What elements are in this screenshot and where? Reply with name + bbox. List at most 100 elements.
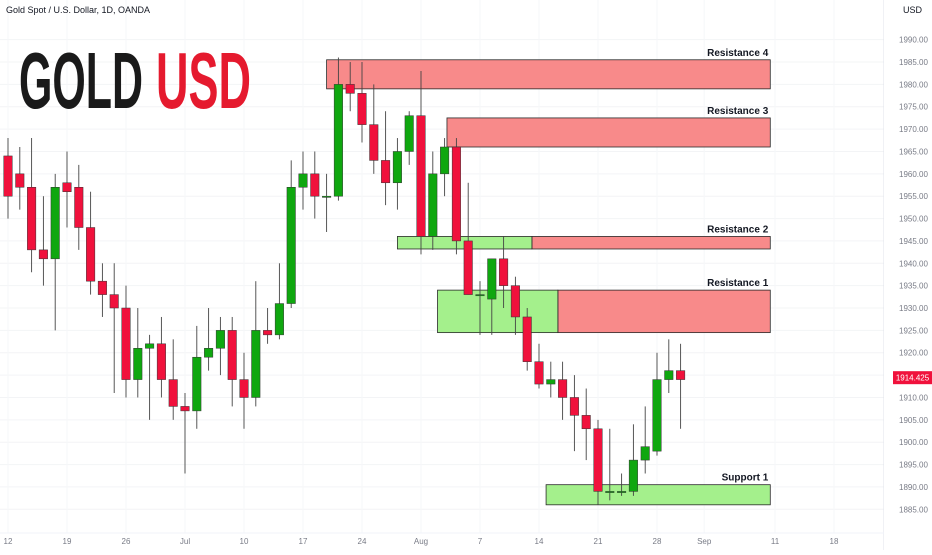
y-tick-label: 1905.00 — [899, 416, 928, 425]
candle — [534, 343, 544, 389]
candle-body — [310, 173, 320, 197]
y-tick-label: 1890.00 — [899, 483, 928, 492]
zone-label: Support 1 — [722, 473, 769, 484]
candle — [440, 138, 450, 197]
candle — [38, 196, 48, 286]
candle — [180, 393, 190, 474]
candle-body — [97, 280, 107, 295]
resistance-zone — [531, 236, 771, 250]
brand-gold-text: GOLD — [19, 36, 143, 125]
candle-body — [274, 303, 284, 336]
zone-label-layer: Resistance 4 Resistance 3 Resistance 2 Resi… — [707, 48, 769, 484]
candle — [345, 62, 355, 112]
candle — [605, 428, 615, 501]
zone-label: Resistance 2 — [707, 224, 769, 235]
candle — [97, 263, 107, 317]
candle-body — [534, 361, 544, 385]
candle — [451, 138, 461, 255]
x-tick-label: Sep — [697, 537, 712, 546]
x-tick-label: 12 — [4, 537, 13, 546]
candle — [86, 191, 96, 295]
candle — [251, 281, 261, 407]
candle — [322, 173, 332, 232]
candle-body — [593, 428, 603, 492]
candle — [357, 62, 367, 143]
candle-body — [345, 84, 355, 94]
x-tick-label: 17 — [299, 537, 308, 546]
zone-label: Resistance 4 — [707, 48, 769, 59]
x-tick-label: Aug — [414, 537, 428, 546]
candle — [546, 361, 556, 398]
support-zone — [437, 289, 559, 334]
candle — [274, 263, 284, 340]
candle-body — [451, 146, 461, 242]
candle — [664, 339, 674, 393]
candle — [569, 375, 579, 452]
y-tick-label: 1925.00 — [899, 326, 928, 335]
candle-body — [404, 115, 414, 152]
currency-label: USD — [903, 5, 923, 15]
y-axis-ticks: 1885.00 1890.00 1895.00 1900.00 1905.00 1910.… — [899, 36, 928, 515]
last-price-label: 1914.425 — [896, 374, 930, 383]
candle-body — [62, 182, 72, 192]
candle — [652, 352, 662, 456]
candle-body — [121, 307, 131, 380]
candle — [133, 308, 143, 398]
resistance-zone — [446, 117, 771, 148]
candle-body — [546, 379, 556, 385]
zone-label: Resistance 1 — [707, 278, 769, 289]
candle-body — [227, 330, 237, 380]
candle-body — [204, 348, 214, 358]
x-tick-label: 24 — [358, 537, 367, 546]
y-tick-label: 1965.00 — [899, 147, 928, 156]
candle — [369, 84, 379, 174]
candle — [239, 352, 249, 429]
price-axis[interactable] — [884, 0, 932, 550]
candle-body — [558, 379, 568, 398]
candle-body — [86, 227, 96, 282]
candle — [74, 164, 84, 250]
resistance-zone — [326, 59, 771, 90]
support-zone — [545, 484, 771, 506]
candle — [3, 138, 13, 219]
x-tick-label: Jul — [180, 537, 190, 546]
x-tick-label: 7 — [478, 537, 483, 546]
zone-label: Resistance 3 — [707, 106, 769, 117]
candle — [617, 473, 627, 496]
candle-body — [605, 491, 615, 493]
x-axis-ticks[interactable]: 12 19 26 Jul 10 17 24 Aug 7 14 21 28 Sep 11 18 — [4, 537, 839, 546]
x-tick-label: 28 — [653, 537, 662, 546]
candle — [463, 182, 473, 295]
candle-body — [3, 155, 13, 197]
candle — [522, 308, 532, 371]
resistance-zone — [557, 289, 771, 334]
candle — [628, 424, 638, 496]
candle — [227, 316, 237, 407]
y-tick-label: 1940.00 — [899, 259, 928, 268]
y-tick-label: 1900.00 — [899, 438, 928, 447]
y-tick-label: 1930.00 — [899, 304, 928, 313]
candle — [156, 316, 166, 398]
x-tick-label: 10 — [240, 537, 249, 546]
x-tick-label: 21 — [594, 537, 603, 546]
candle-body — [510, 285, 520, 318]
candle-body — [487, 258, 497, 300]
y-tick-label: 1990.00 — [899, 36, 928, 45]
zone-layer — [326, 59, 771, 506]
candle-body — [192, 356, 202, 412]
candle-body — [109, 294, 119, 309]
candle — [263, 308, 273, 344]
y-tick-label: 1985.00 — [899, 58, 928, 67]
candle — [15, 147, 25, 210]
candle — [215, 316, 225, 376]
candle-body — [416, 115, 426, 237]
candle-body — [522, 316, 532, 362]
x-tick-label: 14 — [535, 537, 544, 546]
candle-body — [652, 379, 662, 452]
candle-body — [440, 146, 450, 175]
candle — [510, 276, 520, 335]
candle — [121, 285, 131, 398]
candle-body — [298, 173, 308, 188]
